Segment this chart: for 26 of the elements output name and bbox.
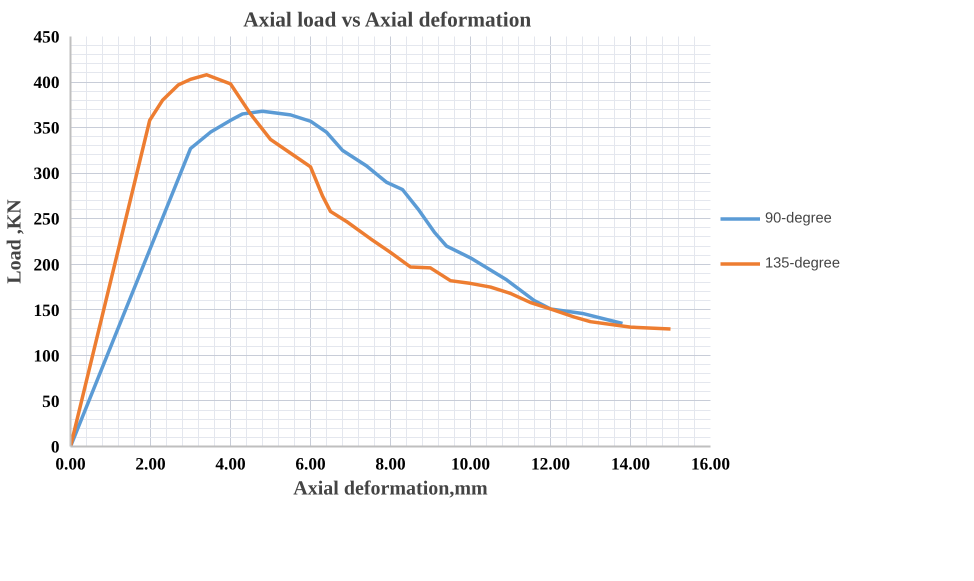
x-tick-label: 16.00	[691, 454, 730, 474]
chart-title: Axial load vs Axial deformation	[243, 8, 532, 32]
x-tick-label: 10.00	[451, 454, 490, 474]
legend-label: 90-degree	[765, 210, 832, 226]
y-tick-label: 50	[42, 392, 60, 411]
x-tick-label: 2.00	[135, 454, 166, 474]
x-tick-label: 6.00	[295, 454, 326, 474]
legend-label: 135-degree	[765, 256, 840, 272]
y-tick-label: 450	[34, 28, 60, 46]
y-tick-label: 250	[34, 210, 60, 229]
y-tick-label: 350	[34, 118, 60, 138]
y-tick-label: 150	[34, 300, 60, 320]
line-series	[70, 109, 624, 446]
y-tick-label: 200	[34, 255, 60, 274]
y-tick-label: 400	[34, 73, 60, 92]
x-tick-label: 0.00	[55, 454, 86, 474]
x-axis-title: Axial deformation,mm	[293, 478, 488, 500]
x-tick-label: 12.00	[531, 454, 570, 474]
y-tick-label: 300	[34, 164, 60, 184]
line-series	[70, 73, 672, 446]
x-tick-label: 8.00	[375, 454, 406, 474]
y-tick-label: 100	[34, 346, 60, 366]
x-tick-label: 4.00	[215, 454, 246, 474]
y-tick-label: 0	[50, 438, 60, 456]
x-tick-label: 14.00	[611, 454, 650, 474]
y-axis-title: Load ,KN	[4, 198, 26, 284]
